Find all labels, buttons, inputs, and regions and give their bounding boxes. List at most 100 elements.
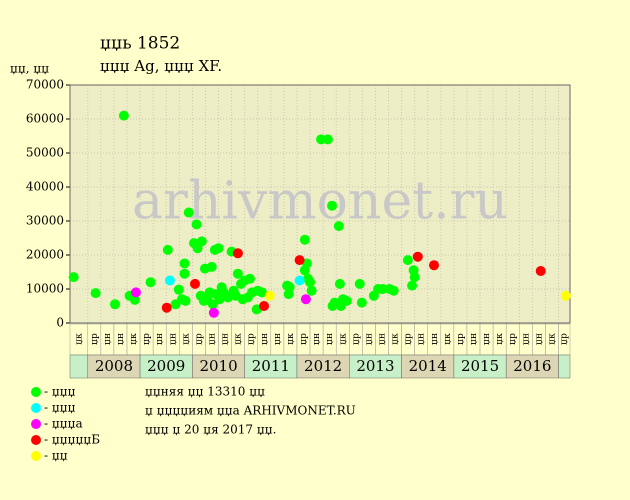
point [206,261,217,272]
point [264,290,275,301]
quarter-label: џк [338,333,348,345]
y-tick-label: 50000 [26,146,64,160]
quarter-label: џр [142,333,152,345]
quarter-label: џн [273,333,283,345]
year-edge [558,354,571,379]
point [409,272,420,283]
point [208,307,219,318]
quarter-label: џк [547,333,557,345]
point [244,273,255,284]
y-tick-label: 30000 [26,214,64,228]
point [305,277,316,288]
legend-marker [31,451,41,461]
point [402,255,413,266]
point [213,243,224,254]
point [306,285,317,296]
point [179,268,190,279]
year-label: 2010 [199,357,237,375]
y-tick-label: 0 [56,316,64,330]
legend-label: - џџџџџБ [44,433,100,447]
point [191,219,202,230]
point [322,134,333,145]
point [190,278,200,289]
point [129,294,140,305]
point [354,278,365,289]
year-label: 2013 [356,357,394,375]
point [207,299,218,310]
legend-marker [31,435,41,445]
quarter-label: џк [234,333,244,345]
point [90,288,101,299]
point [164,275,175,286]
point [222,292,233,303]
quarter-label: џн [168,333,178,345]
legend-marker [31,419,41,429]
quarter-label: џр [351,333,361,345]
quarter-label: џн [469,333,479,345]
point [183,207,194,218]
legend-label: - џџџ [44,385,76,399]
legend-label: - џџџа [44,417,83,431]
plot-frame [69,84,571,324]
quarter-label: џк [391,333,401,345]
y-tick-label: 20000 [26,248,64,262]
point [130,287,141,298]
legend-marker [31,403,41,413]
point [173,284,184,295]
quarter-label: џн [221,333,231,345]
quarter-label: џн [430,333,440,345]
point [196,236,207,247]
y-tick-label: 60000 [26,112,64,126]
y-tick-label: 10000 [26,282,64,296]
point [118,110,129,121]
quarter-label: џк [286,333,296,345]
quarter-label: џр [194,333,204,345]
legend-marker [31,387,41,397]
year-label: 2008 [95,357,133,375]
point [145,277,156,288]
point [429,260,440,271]
point [284,282,295,293]
quarter-label: џк [181,333,191,345]
quarter-label: џр [508,333,518,345]
y-tick-label: 70000 [26,78,64,92]
point [109,299,120,310]
quarter-label: џн [377,333,387,345]
point [327,200,338,211]
chart-subtitle: џџџ Ag, џџџ XF. [100,57,222,75]
point [300,294,311,305]
point [179,258,190,269]
quarter-label: џн [521,333,531,345]
quarter-label: џн [417,333,427,345]
point [259,301,270,311]
quarter-label: џр [456,333,466,345]
legend-label: - џџ [44,449,68,463]
point [161,302,172,313]
quarter-label: џр [560,333,570,345]
point [334,278,345,289]
quarter-label: џр [404,333,414,345]
point [356,297,367,308]
quarter-label: џр [90,333,100,345]
year-label: 2014 [409,357,447,375]
point [232,268,243,279]
quarter-label: џн [482,333,492,345]
year-label: 2009 [147,357,185,375]
point [299,234,310,245]
y-axis-label: џџ, џџ [10,62,49,76]
year-label: 2016 [513,357,551,375]
quarter-label: џр [299,333,309,345]
point [560,290,571,301]
watermark: arhivmonet.ru [132,172,508,232]
year-label: 2015 [461,357,499,375]
y-tick-label: 40000 [26,180,64,194]
quarter-label: џн [103,333,113,345]
point [294,275,305,286]
quarter-label: џн [260,333,270,345]
quarter-label: џр [247,333,257,345]
point [162,244,173,255]
point [68,272,79,283]
quarter-label: џн [116,333,126,345]
quarter-label: џн [364,333,374,345]
